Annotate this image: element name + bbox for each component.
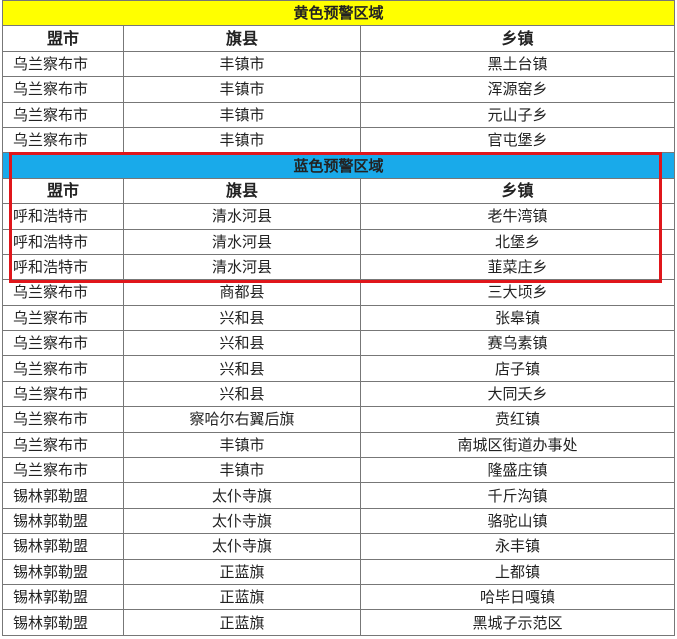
city-cell: 锡林郭勒盟 bbox=[2, 583, 124, 611]
table-row: 乌兰察布市 丰镇市 隆盛庄镇 bbox=[2, 457, 675, 484]
city-cell: 乌兰察布市 bbox=[2, 76, 124, 103]
city-cell: 锡林郭勒盟 bbox=[2, 533, 124, 560]
table-row: 乌兰察布市 丰镇市 黑土台镇 bbox=[2, 50, 675, 78]
table-row: 乌兰察布市 丰镇市 官屯堡乡 bbox=[2, 126, 675, 154]
county-cell: 正蓝旗 bbox=[123, 609, 361, 636]
county-cell: 丰镇市 bbox=[123, 431, 361, 459]
town-cell: 浑源窑乡 bbox=[360, 76, 675, 103]
city-cell: 呼和浩特市 bbox=[2, 253, 124, 281]
county-cell: 兴和县 bbox=[123, 330, 361, 357]
city-cell: 呼和浩特市 bbox=[2, 203, 124, 230]
table-row: 锡林郭勒盟 正蓝旗 黑城子示范区 bbox=[2, 609, 675, 636]
city-cell: 乌兰察布市 bbox=[2, 380, 124, 408]
county-cell: 太仆寺旗 bbox=[123, 482, 361, 509]
blue-section-title-row: 蓝色预警区域 bbox=[2, 152, 675, 179]
town-cell: 老牛湾镇 bbox=[360, 203, 675, 230]
table-row: 乌兰察布市 兴和县 赛乌素镇 bbox=[2, 330, 675, 357]
table-row: 锡林郭勒盟 太仆寺旗 永丰镇 bbox=[2, 533, 675, 560]
table-row: 锡林郭勒盟 正蓝旗 上都镇 bbox=[2, 558, 675, 585]
town-cell: 哈毕日嘎镇 bbox=[360, 583, 675, 611]
town-cell: 北堡乡 bbox=[360, 228, 675, 255]
table-row: 呼和浩特市 清水河县 北堡乡 bbox=[2, 228, 675, 255]
city-cell: 乌兰察布市 bbox=[2, 330, 124, 357]
town-cell: 贲红镇 bbox=[360, 406, 675, 433]
county-cell: 清水河县 bbox=[123, 203, 361, 230]
town-cell: 隆盛庄镇 bbox=[360, 457, 675, 484]
town-cell: 大同夭乡 bbox=[360, 380, 675, 408]
table-row: 乌兰察布市 兴和县 张皋镇 bbox=[2, 304, 675, 332]
town-cell: 永丰镇 bbox=[360, 533, 675, 560]
table-row: 锡林郭勒盟 太仆寺旗 千斤沟镇 bbox=[2, 482, 675, 509]
city-cell: 乌兰察布市 bbox=[2, 126, 124, 154]
column-header: 乡镇 bbox=[360, 25, 675, 52]
town-cell: 南城区街道办事处 bbox=[360, 431, 675, 459]
table-row: 呼和浩特市 清水河县 老牛湾镇 bbox=[2, 203, 675, 230]
town-cell: 三大顷乡 bbox=[360, 279, 675, 306]
city-cell: 乌兰察布市 bbox=[2, 101, 124, 128]
county-cell: 兴和县 bbox=[123, 355, 361, 382]
county-cell: 正蓝旗 bbox=[123, 583, 361, 611]
table-row: 乌兰察布市 兴和县 大同夭乡 bbox=[2, 380, 675, 408]
town-cell: 上都镇 bbox=[360, 558, 675, 585]
county-cell: 商都县 bbox=[123, 279, 361, 306]
column-header: 旗县 bbox=[123, 25, 361, 52]
city-cell: 乌兰察布市 bbox=[2, 355, 124, 382]
county-cell: 正蓝旗 bbox=[123, 558, 361, 585]
table-row: 乌兰察布市 商都县 三大顷乡 bbox=[2, 279, 675, 306]
county-cell: 察哈尔右翼后旗 bbox=[123, 406, 361, 433]
city-cell: 锡林郭勒盟 bbox=[2, 609, 124, 636]
city-cell: 乌兰察布市 bbox=[2, 304, 124, 332]
county-cell: 兴和县 bbox=[123, 380, 361, 408]
city-cell: 乌兰察布市 bbox=[2, 406, 124, 433]
table-row: 锡林郭勒盟 正蓝旗 哈毕日嘎镇 bbox=[2, 583, 675, 611]
column-header: 旗县 bbox=[123, 177, 361, 205]
city-cell: 锡林郭勒盟 bbox=[2, 507, 124, 535]
county-cell: 清水河县 bbox=[123, 228, 361, 255]
county-cell: 丰镇市 bbox=[123, 101, 361, 128]
town-cell: 骆驼山镇 bbox=[360, 507, 675, 535]
county-cell: 兴和县 bbox=[123, 304, 361, 332]
city-cell: 乌兰察布市 bbox=[2, 279, 124, 306]
county-cell: 丰镇市 bbox=[123, 126, 361, 154]
town-cell: 韮菜庄乡 bbox=[360, 253, 675, 281]
town-cell: 黑城子示范区 bbox=[360, 609, 675, 636]
county-cell: 丰镇市 bbox=[123, 76, 361, 103]
city-cell: 乌兰察布市 bbox=[2, 50, 124, 78]
county-cell: 清水河县 bbox=[123, 253, 361, 281]
town-cell: 张皋镇 bbox=[360, 304, 675, 332]
table-row: 呼和浩特市 清水河县 韮菜庄乡 bbox=[2, 253, 675, 281]
town-cell: 店子镇 bbox=[360, 355, 675, 382]
section-title: 蓝色预警区域 bbox=[2, 152, 675, 179]
table-row: 乌兰察布市 丰镇市 元山子乡 bbox=[2, 101, 675, 128]
column-header: 盟市 bbox=[2, 25, 124, 52]
county-cell: 丰镇市 bbox=[123, 50, 361, 78]
table-row: 乌兰察布市 丰镇市 浑源窑乡 bbox=[2, 76, 675, 103]
table-row: 乌兰察布市 兴和县 店子镇 bbox=[2, 355, 675, 382]
county-cell: 丰镇市 bbox=[123, 457, 361, 484]
town-cell: 官屯堡乡 bbox=[360, 126, 675, 154]
city-cell: 乌兰察布市 bbox=[2, 431, 124, 459]
town-cell: 赛乌素镇 bbox=[360, 330, 675, 357]
town-cell: 黑土台镇 bbox=[360, 50, 675, 78]
table-row: 乌兰察布市 丰镇市 南城区街道办事处 bbox=[2, 431, 675, 459]
town-cell: 元山子乡 bbox=[360, 101, 675, 128]
county-cell: 太仆寺旗 bbox=[123, 533, 361, 560]
yellow-section-title-row: 黄色预警区域 bbox=[2, 0, 675, 27]
highlight-box bbox=[9, 152, 662, 283]
section-title: 黄色预警区域 bbox=[2, 0, 675, 27]
town-cell: 千斤沟镇 bbox=[360, 482, 675, 509]
table-row: 锡林郭勒盟 太仆寺旗 骆驼山镇 bbox=[2, 507, 675, 535]
table-row: 乌兰察布市 察哈尔右翼后旗 贲红镇 bbox=[2, 406, 675, 433]
header-row: 盟市 旗县 乡镇 bbox=[2, 25, 675, 52]
city-cell: 锡林郭勒盟 bbox=[2, 482, 124, 509]
city-cell: 锡林郭勒盟 bbox=[2, 558, 124, 585]
county-cell: 太仆寺旗 bbox=[123, 507, 361, 535]
city-cell: 乌兰察布市 bbox=[2, 457, 124, 484]
